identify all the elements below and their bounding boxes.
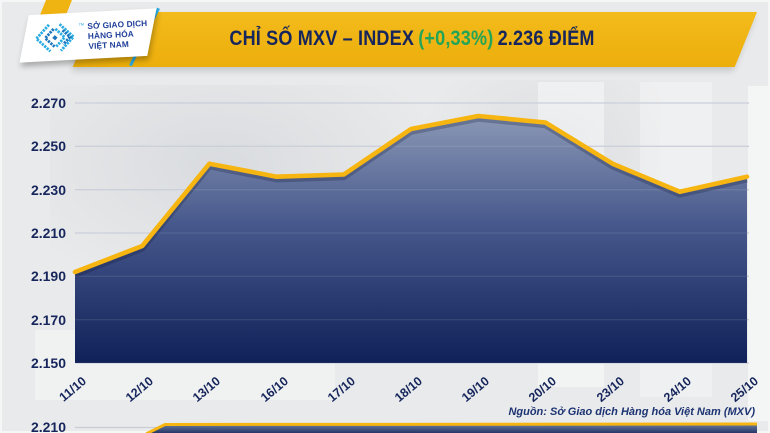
trademark-symbol: ™ bbox=[78, 22, 85, 29]
y-axis-tick-label: 2.170 bbox=[30, 311, 66, 328]
y-axis-tick-label: 2.250 bbox=[30, 138, 66, 155]
mxv-logo-card: ™ SỞ GIAO DỊCH HÀNG HÓA VIỆT NAM bbox=[19, 8, 157, 63]
second-chart-y-tick-label: 2.210 bbox=[30, 419, 66, 433]
y-axis-tick-label: 2.230 bbox=[30, 181, 66, 198]
y-axis-tick-label: 2.150 bbox=[30, 355, 66, 371]
logo-inner: ™ SỞ GIAO DỊCH HÀNG HÓA VIỆT NAM bbox=[23, 13, 152, 58]
source-note: Nguồn: Sở Giao dịch Hàng hóa Việt Nam (M… bbox=[508, 406, 755, 418]
title-index-value: 2.236 ĐIỂM bbox=[497, 26, 595, 50]
title-prefix: CHỈ SỐ MXV – INDEX bbox=[229, 26, 415, 50]
y-axis-tick-label: 2.210 bbox=[30, 225, 66, 241]
chart-title: CHỈ SỐ MXV – INDEX (+0,33%) 2.236 ĐIỂM bbox=[123, 26, 701, 51]
mxv-logo-icon bbox=[34, 22, 76, 52]
title-change-percent: (+0,33%) bbox=[418, 26, 494, 50]
y-axis-tick-label: 2.190 bbox=[30, 268, 66, 285]
y-axis-tick-label: 2.270 bbox=[30, 95, 66, 111]
second-chart-cropped-fragment bbox=[75, 422, 758, 433]
